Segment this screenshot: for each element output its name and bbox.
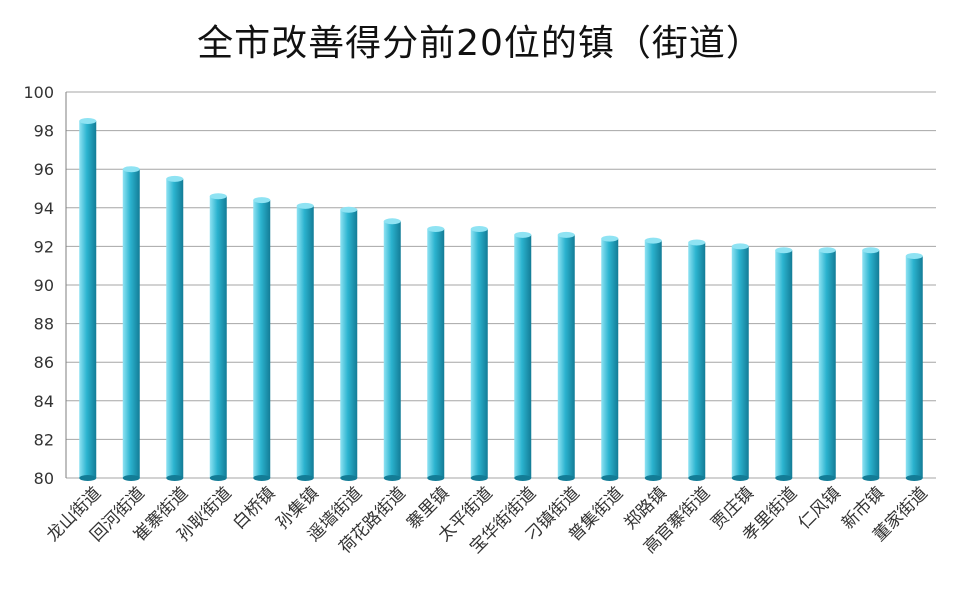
bar [775, 247, 793, 481]
bar [862, 247, 880, 481]
bar-body [688, 242, 706, 478]
bar-body [470, 229, 488, 478]
bar-body [427, 229, 445, 478]
bar [644, 237, 662, 481]
y-tick-label: 100 [23, 83, 54, 102]
bar [905, 253, 923, 481]
y-tick-label: 94 [34, 199, 54, 218]
bar-cap [601, 235, 619, 242]
bar-cap [731, 243, 749, 250]
bar-body [166, 178, 184, 478]
bar [427, 226, 445, 481]
bar-body [818, 250, 836, 478]
y-tick-label: 82 [34, 430, 54, 449]
bar-base [557, 475, 575, 481]
bar-body [601, 238, 619, 478]
bar-body [514, 234, 532, 478]
bar [122, 166, 140, 481]
bar-base [470, 475, 488, 481]
bar-body [775, 250, 793, 478]
bar [688, 239, 706, 481]
bar-base [644, 475, 662, 481]
bar-base [688, 475, 706, 481]
bar-base [427, 475, 445, 481]
bar [731, 243, 749, 481]
bar-cap [514, 231, 532, 238]
bar-cap [122, 166, 140, 173]
gridlines [65, 91, 936, 479]
bars [79, 117, 923, 481]
bar-cap [427, 226, 445, 233]
bar [296, 202, 314, 481]
bar [166, 175, 184, 481]
bar-base [253, 475, 271, 481]
bar-base [296, 475, 314, 481]
bar [79, 117, 97, 481]
y-tick-label: 88 [34, 315, 54, 334]
bar-base [601, 475, 619, 481]
bar-base [209, 475, 227, 481]
bar-body [122, 169, 140, 478]
bar-cap [818, 247, 836, 254]
bar-body [253, 200, 271, 478]
x-axis-labels: 龙山街道回河街道崔寨街道孙耿街道白桥镇孙集镇遥墙街道荷花路街道寨里镇太平街道宝华… [43, 483, 932, 557]
bar-base [383, 475, 401, 481]
bar-cap [253, 197, 271, 204]
bar-base [79, 475, 97, 481]
bar-base [818, 475, 836, 481]
bar-base [340, 475, 358, 481]
bar-base [775, 475, 793, 481]
y-tick-label: 90 [34, 276, 54, 295]
bar-cap [557, 231, 575, 238]
bar [383, 218, 401, 481]
bar-base [166, 475, 184, 481]
bar-body [862, 250, 880, 478]
y-tick-label: 96 [34, 160, 54, 179]
chart-title: 全市改善得分前20位的镇（街道） [197, 23, 763, 64]
bar-cap [209, 193, 227, 200]
y-tick-label: 80 [34, 469, 54, 488]
bar-body [340, 209, 358, 479]
bar [253, 197, 271, 481]
bar-cap [905, 253, 923, 260]
bar-body [731, 246, 749, 478]
bar [557, 231, 575, 481]
y-axis-ticks: 80 82 84 86 88 90 92 94 96 98 100 [23, 83, 54, 488]
bar-cap [862, 247, 880, 254]
bar-cap [775, 247, 793, 254]
bar-base [905, 475, 923, 481]
bar-body [209, 196, 227, 478]
bar-base [731, 475, 749, 481]
bar-base [862, 475, 880, 481]
bar-cap [644, 237, 662, 244]
y-tick-label: 86 [34, 353, 54, 372]
bar-cap [470, 226, 488, 233]
bar-cap [166, 175, 184, 182]
bar-cap [340, 206, 358, 213]
bar-body [79, 120, 97, 478]
bar-body [296, 205, 314, 478]
x-category-label: 仁风镇 [795, 483, 845, 533]
x-category-label: 白桥镇 [229, 483, 279, 533]
bar-cap [296, 202, 314, 209]
bar [514, 231, 532, 481]
y-tick-label: 92 [34, 237, 54, 256]
bar [601, 235, 619, 481]
bar [340, 206, 358, 481]
bar [818, 247, 836, 481]
y-tick-label: 84 [34, 392, 54, 411]
y-tick-label: 98 [34, 122, 54, 141]
bar-body [557, 234, 575, 478]
bar-body [905, 256, 923, 478]
bar-base [122, 475, 140, 481]
bar-base [514, 475, 532, 481]
bar-cap [688, 239, 706, 246]
bar-body [383, 221, 401, 478]
bar [470, 226, 488, 481]
bar [209, 193, 227, 481]
bar-cap [79, 117, 97, 124]
bar-body [644, 240, 662, 478]
bar-cap [383, 218, 401, 225]
